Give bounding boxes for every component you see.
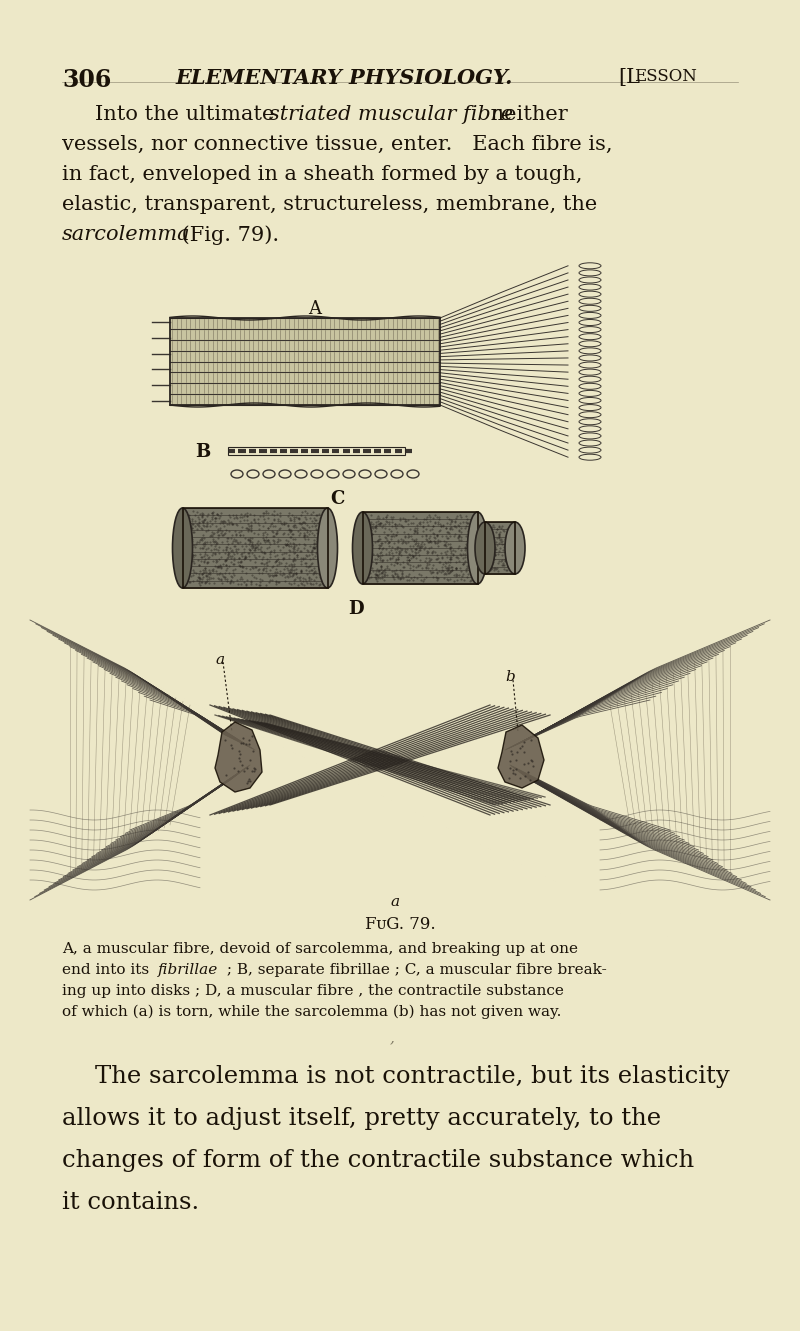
Ellipse shape: [318, 508, 338, 588]
Text: allows it to adjust itself, pretty accurately, to the: allows it to adjust itself, pretty accur…: [62, 1107, 661, 1130]
Text: 306: 306: [62, 68, 111, 92]
Polygon shape: [498, 725, 544, 788]
Polygon shape: [215, 721, 262, 792]
Text: D: D: [348, 600, 364, 618]
Text: a: a: [215, 654, 224, 667]
Text: ; B, separate fibrillae ; C, a muscular fibre break-: ; B, separate fibrillae ; C, a muscular …: [222, 964, 606, 977]
Ellipse shape: [475, 522, 495, 574]
Text: A, a muscular fibre, devoid of sarcolemma, and breaking up at one: A, a muscular fibre, devoid of sarcolemm…: [62, 942, 578, 956]
Text: changes of form of the contractile substance which: changes of form of the contractile subst…: [62, 1149, 694, 1173]
Polygon shape: [485, 522, 515, 574]
Text: A: A: [308, 299, 321, 318]
Ellipse shape: [467, 512, 487, 584]
Text: The sarcolemma is not contractile, but its elasticity: The sarcolemma is not contractile, but i…: [95, 1065, 730, 1087]
Text: vessels, nor connective tissue, enter.   Each fibre is,: vessels, nor connective tissue, enter. E…: [62, 134, 613, 154]
Text: elastic, transparent, structureless, membrane, the: elastic, transparent, structureless, mem…: [62, 196, 598, 214]
Ellipse shape: [173, 508, 193, 588]
Text: (Fig. 79).: (Fig. 79).: [175, 225, 279, 245]
Text: b: b: [505, 669, 514, 684]
Ellipse shape: [353, 512, 373, 584]
Text: FᴜG. 79.: FᴜG. 79.: [365, 916, 435, 933]
Text: in fact, enveloped in a sheath formed by a tough,: in fact, enveloped in a sheath formed by…: [62, 165, 582, 184]
Text: ing up into disks ; D, a muscular fibre , the contractile substance: ing up into disks ; D, a muscular fibre …: [62, 984, 564, 998]
Ellipse shape: [505, 522, 525, 574]
Text: ESSON: ESSON: [634, 68, 697, 85]
Text: a: a: [390, 894, 399, 909]
Text: of which (a) is torn, while the sarcolemma (b) has not given way.: of which (a) is torn, while the sarcolem…: [62, 1005, 562, 1020]
Polygon shape: [362, 512, 478, 584]
Text: fibrillae: fibrillae: [158, 964, 218, 977]
Text: Into the ultimate: Into the ultimate: [95, 105, 281, 124]
Text: it contains.: it contains.: [62, 1191, 199, 1214]
Text: end into its: end into its: [62, 964, 154, 977]
Text: [L: [L: [618, 68, 640, 87]
Text: striated muscular fibre: striated muscular fibre: [269, 105, 513, 124]
Polygon shape: [170, 318, 440, 405]
Text: sarcolemma: sarcolemma: [62, 225, 190, 244]
Text: ELEMENTARY PHYSIOLOGY.: ELEMENTARY PHYSIOLOGY.: [175, 68, 512, 88]
Polygon shape: [182, 508, 327, 588]
Text: B: B: [195, 443, 210, 461]
Text: C: C: [330, 490, 344, 508]
Text: ,: ,: [390, 1032, 395, 1045]
Text: neither: neither: [484, 105, 568, 124]
